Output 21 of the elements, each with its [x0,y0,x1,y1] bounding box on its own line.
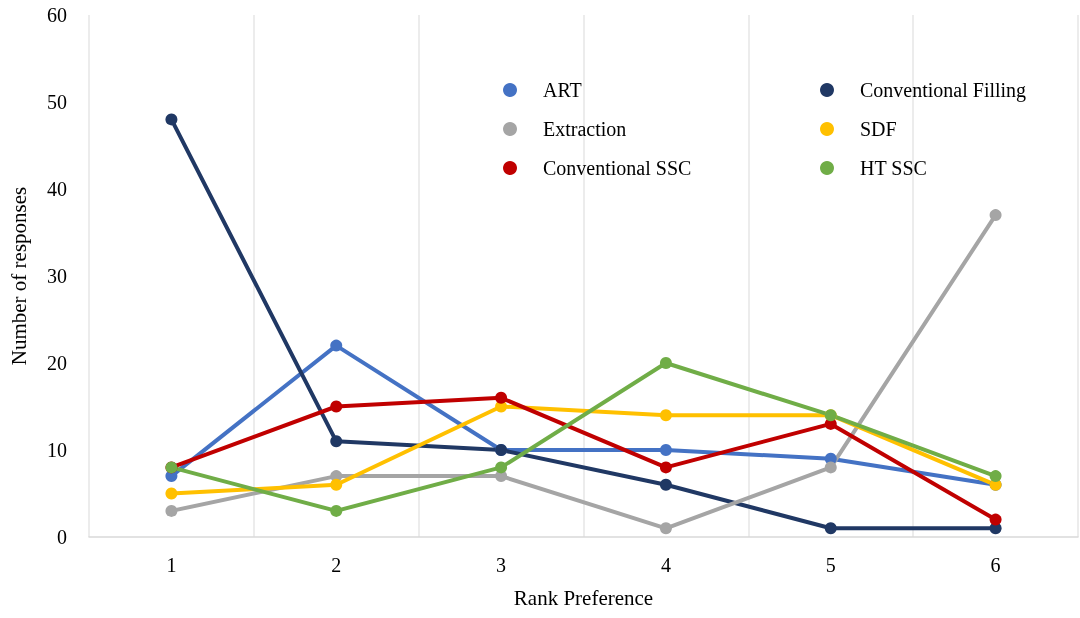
y-tick-label: 60 [47,4,67,26]
y-tick-label: 10 [47,439,67,461]
y-tick-label: 30 [47,265,67,287]
x-tick-label: 1 [166,554,177,576]
legend-label: HT SSC [860,157,927,179]
legend-label: Conventional SSC [543,157,692,179]
legend-label: Conventional Filling [860,79,1027,102]
x-tick-label: 5 [825,554,836,576]
y-tick-label: 0 [57,526,67,548]
x-tick-label: 3 [496,554,507,576]
legend-label: Extraction [543,118,627,140]
x-tick-label: 2 [331,554,342,576]
legend-label: ART [543,79,582,101]
y-axis-title: Number of responses [6,186,31,366]
legend-label: SDF [860,118,897,140]
y-tick-label: 40 [47,178,67,200]
x-tick-label: 4 [660,554,671,576]
x-axis-title: Rank Preference [513,585,654,610]
x-tick-label: 6 [990,554,1001,576]
y-tick-label: 50 [47,91,67,113]
y-tick-label: 20 [47,352,67,374]
